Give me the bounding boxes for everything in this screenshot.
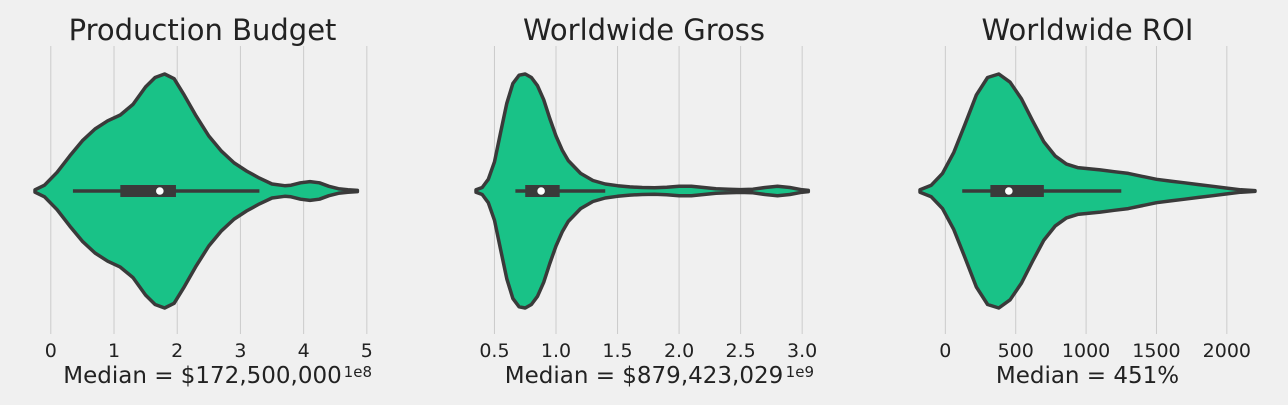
- iqr-box: [120, 185, 176, 197]
- axis-offset-text: 1e8: [344, 363, 372, 381]
- panel-3: 0 500 1000 1500 2000 Worldwide ROI Median = 45…: [918, 13, 1257, 389]
- chart-title: Production Budget: [69, 13, 337, 47]
- x-axis-label: Median = 451%: [996, 363, 1179, 389]
- iqr-box: [990, 185, 1044, 197]
- tick-label: 2.5: [726, 340, 756, 362]
- tick-label: 3: [234, 340, 246, 362]
- tick-label: 0: [45, 340, 57, 362]
- chart-title: Worldwide ROI: [982, 13, 1194, 47]
- tick-label: 5: [361, 340, 373, 362]
- violin-body: [474, 72, 811, 310]
- axis-offset-text: 1e9: [786, 363, 814, 381]
- tick-label: 3.0: [787, 340, 817, 362]
- median-dot: [1005, 187, 1013, 195]
- tick-label: 1: [108, 340, 120, 362]
- tick-label: 500: [998, 340, 1034, 362]
- tick-label: 1000: [1062, 340, 1110, 362]
- tick-label: 4: [298, 340, 310, 362]
- x-axis-label: Median = $172,500,000: [63, 363, 342, 389]
- tick-label: 2: [171, 340, 183, 362]
- tick-label: 0.5: [479, 340, 509, 362]
- tick-label: 2.0: [664, 340, 694, 362]
- tick-label: 1.5: [602, 340, 632, 362]
- median-dot: [537, 187, 545, 195]
- tick-label: 0: [939, 340, 951, 362]
- panel-2: 0.5 1.0 1.5 2.0 2.5 3.0 Worldwide Gross Median …: [474, 13, 817, 389]
- chart-title: Worldwide Gross: [523, 13, 765, 47]
- tick-label: 2000: [1203, 340, 1251, 362]
- x-axis-label: Median = $879,423,029: [505, 363, 784, 389]
- panel-1: 0 1 2 3 4 5 Production Budget Median = $172,500…: [33, 13, 373, 389]
- tick-label: 1.0: [541, 340, 571, 362]
- tick-label: 1500: [1132, 340, 1180, 362]
- median-dot: [156, 187, 164, 195]
